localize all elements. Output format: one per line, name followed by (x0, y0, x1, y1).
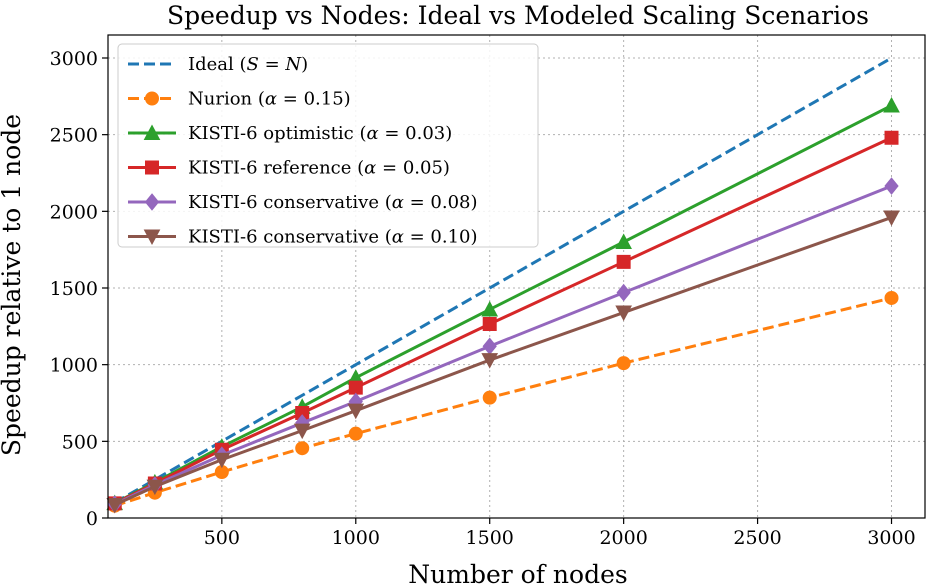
x-tick-label: 500 (204, 527, 240, 549)
series-point (615, 305, 632, 322)
legend-entry: KISTI-6 conservative (α = 0.10) (128, 227, 478, 248)
chart-title: Speedup vs Nodes: Ideal vs Modeled Scali… (167, 1, 869, 30)
series-1 (107, 290, 899, 513)
legend-swatch-marker (145, 160, 159, 175)
legend-swatch-marker (145, 91, 159, 106)
legend-swatch-marker (144, 193, 160, 211)
series-line (114, 296, 892, 508)
series-point (884, 177, 899, 195)
legend-label: Ideal (S = N) (188, 54, 308, 75)
legend-entry: Ideal (S = N) (128, 54, 308, 75)
x-tick-label: 3000 (867, 527, 915, 549)
legend-box (117, 43, 539, 248)
y-tick-label: 1000 (50, 355, 98, 377)
series-point (293, 423, 311, 440)
series-line (114, 216, 893, 507)
series-point (295, 441, 310, 456)
series-point (883, 96, 900, 113)
series-point (213, 452, 231, 469)
y-tick-label: 2000 (50, 201, 98, 223)
series-point (616, 283, 631, 302)
series-5 (106, 210, 900, 514)
series-point (616, 356, 631, 371)
series-line (113, 56, 893, 504)
x-axis-label: Number of nodes (408, 560, 627, 586)
y-tick-label: 3000 (50, 48, 98, 70)
legend-entry: KISTI-6 optimistic (α = 0.03) (128, 123, 452, 144)
y-tick-label: 0 (86, 508, 98, 530)
x-tick-label: 1000 (332, 527, 380, 549)
series-point (883, 210, 900, 227)
legend-label: Nurion (α = 0.15) (188, 89, 351, 110)
legend: Ideal (S = N) Nurion (α = 0.15) KISTI-6 op… (117, 43, 539, 248)
plot-frame (107, 34, 926, 519)
legend-swatch-marker (143, 229, 161, 246)
x-tick-label: 2500 (733, 527, 781, 549)
series-point (482, 390, 497, 405)
series-point (481, 353, 499, 369)
series-point (884, 290, 899, 305)
legend-label: KISTI-6 conservative (α = 0.10) (188, 227, 478, 248)
series-point (106, 497, 124, 514)
series-point (146, 479, 164, 496)
series-line (114, 136, 893, 505)
series-point (482, 337, 497, 356)
series-point (348, 426, 363, 441)
series-point (616, 254, 631, 269)
series-line (114, 184, 893, 506)
series-0 (113, 56, 893, 504)
tick-layer: 500 1000 1500 2000 2500 3000 0 500 1000 1500 2000 2… (50, 48, 916, 549)
legend-label: KISTI-6 optimistic (α = 0.03) (188, 123, 452, 144)
legend-entry: Nurion (α = 0.15) (128, 89, 351, 110)
x-tick-label: 1500 (466, 527, 514, 549)
series-point (615, 233, 632, 249)
series-layer (106, 56, 900, 514)
legend-entry: KISTI-6 reference (α = 0.05) (128, 158, 450, 179)
legend-label: KISTI-6 conservative (α = 0.08) (188, 192, 478, 213)
y-tick-label: 500 (62, 431, 98, 453)
series-point (348, 380, 363, 395)
y-axis-label: Speedup relative to 1 node (0, 114, 26, 456)
series-point (347, 403, 365, 420)
y-tick-label: 2500 (50, 125, 98, 147)
series-point (482, 317, 497, 332)
legend-swatch-marker (143, 124, 161, 140)
series-point (884, 130, 899, 145)
x-tick-label: 2000 (599, 527, 647, 549)
legend-label: KISTI-6 reference (α = 0.05) (188, 158, 450, 179)
y-tick-label: 1500 (50, 278, 98, 300)
series-point (481, 300, 499, 317)
legend-entry: KISTI-6 conservative (α = 0.08) (128, 192, 478, 213)
